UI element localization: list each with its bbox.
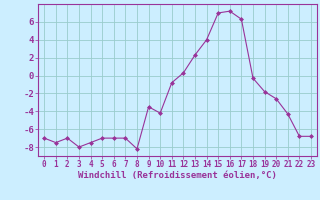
X-axis label: Windchill (Refroidissement éolien,°C): Windchill (Refroidissement éolien,°C) [78,171,277,180]
